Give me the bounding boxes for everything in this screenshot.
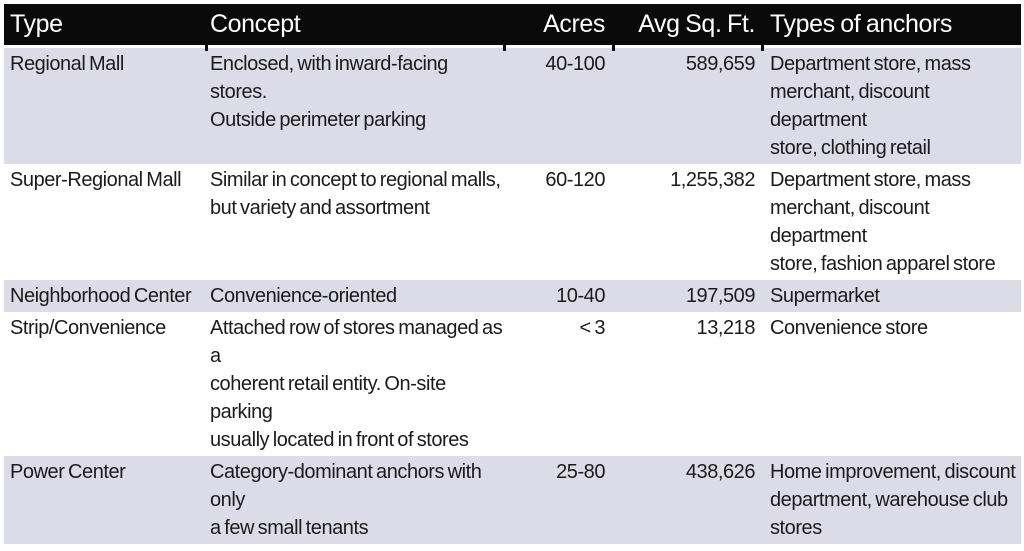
cell-types-of-anchors: Department store, mass merchant, discoun… [770, 169, 996, 275]
column-divider-tick [503, 45, 506, 51]
table-row: Lifestyle Upscale national-chain special… [4, 544, 1021, 551]
cell-concept: Similar in concept to regional malls, bu… [210, 169, 501, 219]
column-divider-tick [612, 45, 615, 51]
column-divider-tick [205, 45, 208, 51]
table-row: Strip/Convenience Attached row of stores… [4, 312, 1021, 456]
cell-type: Lifestyle [4, 546, 207, 551]
cell-avg-sq-ft: 438,626 [685, 461, 756, 483]
cell-avg-sq-ft: 335,852 [614, 546, 763, 551]
cell-acres: < 3 [579, 317, 605, 339]
cell-concept: Attached row of stores managed as a cohe… [210, 317, 503, 451]
header-cell-type: Type [10, 10, 63, 38]
table-row: Regional Mall Enclosed, with inward-faci… [4, 48, 1021, 164]
cell-acres: 40-100 [545, 53, 605, 75]
cell-acres: 10-40 [505, 546, 614, 551]
cell-acres: 10-40 [556, 285, 605, 307]
cell-avg-sq-ft: 589,659 [685, 53, 756, 75]
shopping-center-types-table: Type Concept Acres Avg Sq. Ft. Types of … [4, 4, 1021, 551]
cell-avg-sq-ft: 197,509 [685, 285, 756, 307]
cell-acres: 60-120 [545, 169, 605, 191]
cell-type: Neighborhood Center [10, 285, 192, 307]
cell-avg-sq-ft: 13,218 [696, 317, 756, 339]
cell-types-of-anchors: Home improvement, discount department, w… [770, 461, 1016, 539]
cell-avg-sq-ft: 1,255,382 [670, 169, 755, 191]
column-divider-tick [761, 45, 764, 51]
table-row: Power Center Category-dominant anchors w… [4, 456, 1021, 544]
cell-type: Regional Mall [10, 53, 124, 75]
table-body: Regional Mall Enclosed, with inward-faci… [4, 48, 1021, 551]
cell-types-of-anchors: Department store, mass merchant, discoun… [770, 53, 971, 159]
table-header-row: Type Concept Acres Avg Sq. Ft. Types of … [4, 4, 1021, 45]
header-cell-avg-sq-ft: Avg Sq. Ft. [638, 10, 755, 38]
cell-type: Power Center [10, 461, 126, 483]
cell-concept: Convenience-oriented [210, 285, 397, 307]
cell-type: Strip/Convenience [10, 317, 166, 339]
cell-concept: Enclosed, with inward-facing stores. Out… [210, 53, 448, 131]
header-cell-acres: Acres [543, 10, 605, 38]
cell-types-of-anchors: Convenience store [770, 317, 928, 339]
cell-concept: Category-dominant anchors with only a fe… [210, 461, 482, 539]
header-cell-concept: Concept [210, 10, 301, 38]
cell-type: Super-Regional Mall [10, 169, 182, 191]
table-row: Neighborhood Center Convenience-oriented… [4, 280, 1021, 312]
cell-concept: Upscale national-chain specialty stores … [207, 546, 505, 551]
table-row: Super-Regional Mall Similar in concept t… [4, 164, 1021, 280]
cell-acres: 25-80 [556, 461, 605, 483]
cell-types-of-anchors: Supermarket [770, 285, 880, 307]
header-cell-types-of-anchors: Types of anchors [770, 10, 952, 38]
cell-types-of-anchors: Large-format upscale specialty [763, 546, 1021, 551]
